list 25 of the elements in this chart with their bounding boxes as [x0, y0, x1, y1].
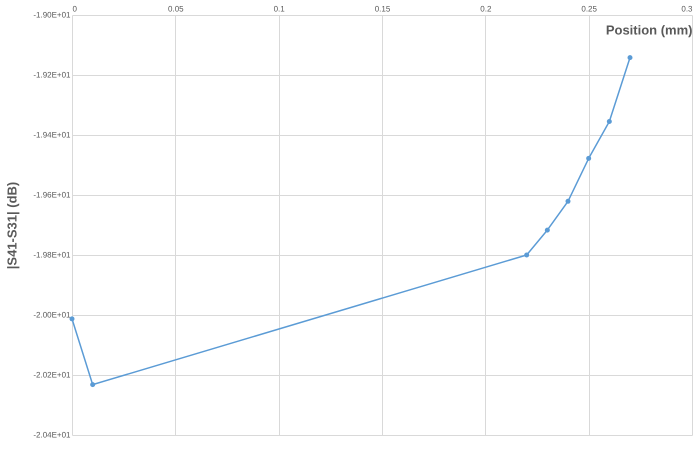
point — [524, 252, 530, 258]
x-axis-title: Position (mm) — [606, 22, 692, 38]
y-tick-label: -1.98E+01 — [33, 250, 72, 260]
point — [70, 316, 74, 322]
y-tick-label: -1.94E+01 — [33, 130, 72, 140]
point — [606, 119, 612, 124]
point — [90, 382, 96, 388]
point — [566, 198, 570, 204]
y-tick-label: -1.92E+01 — [33, 70, 72, 80]
y-axis-title: |S41-S31| (dB) — [4, 182, 20, 270]
x-tick-label: 0.25 — [581, 4, 598, 14]
point — [544, 228, 550, 233]
point — [586, 156, 592, 161]
y-tick-label: -1.90E+01 — [33, 10, 72, 20]
y-tick-label: -2.02E+01 — [33, 370, 72, 380]
point — [628, 55, 632, 60]
x-tick-label: 0.05 — [168, 4, 184, 14]
x-tick-label: 0.2 — [480, 4, 492, 14]
x-tick-label: 0.15 — [374, 4, 391, 14]
y-tick-label: -2.04E+01 — [33, 430, 72, 440]
x-tick-label: 0 — [72, 4, 78, 14]
x-tick-label: 0.3 — [681, 4, 694, 14]
x-tick-label: 0.1 — [274, 4, 286, 14]
y-tick-label: -2.00E+01 — [33, 310, 72, 320]
y-tick-label: -1.96E+01 — [33, 190, 72, 200]
